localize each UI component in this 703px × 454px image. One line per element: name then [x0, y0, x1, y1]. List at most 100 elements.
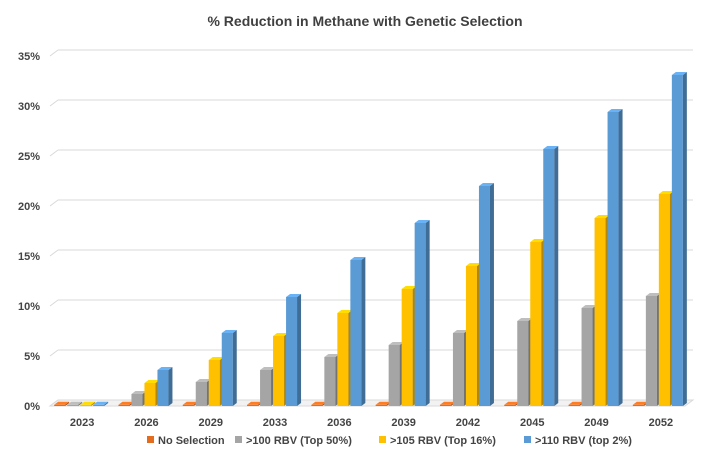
bar-2049-series-1 — [581, 305, 597, 406]
bar-side — [65, 401, 70, 406]
legend-item-1: >100 RBV (Top 50%) — [235, 435, 352, 447]
bar-top — [350, 257, 366, 260]
bar-top — [182, 401, 198, 405]
legend-label: No Selection — [158, 435, 225, 447]
x-tick-label: 2049 — [584, 417, 608, 429]
bar-top — [594, 215, 610, 218]
bar-front — [311, 404, 323, 406]
bar-top — [632, 401, 648, 405]
bar-front — [478, 186, 490, 406]
y-tick-label: 10% — [18, 301, 40, 313]
bar-top — [543, 146, 559, 149]
bar-side — [361, 257, 366, 406]
bar-side — [682, 72, 687, 406]
bar-top — [54, 401, 70, 405]
bars — [54, 72, 687, 406]
bar-2039-series-1 — [388, 342, 404, 406]
bar-2042-series-2 — [465, 263, 481, 406]
bar-front — [324, 357, 336, 406]
x-tick-label: 2045 — [520, 417, 544, 429]
bar-side — [425, 220, 430, 406]
bar-side — [554, 146, 559, 406]
bar-2029-series-1 — [195, 379, 211, 406]
gridline-depth-6 — [49, 99, 59, 107]
bar-top — [401, 286, 417, 289]
y-tick-label: 0% — [24, 401, 40, 413]
x-tick-label: 2026 — [134, 417, 158, 429]
bar-front — [182, 404, 194, 406]
bar-2026-series-3 — [157, 367, 173, 406]
gridline-depth-7 — [49, 49, 59, 57]
gridlines — [49, 49, 693, 407]
bar-front — [157, 370, 169, 406]
bar-front — [401, 289, 413, 406]
x-tick-label: 2042 — [456, 417, 480, 429]
gridline-depth-1 — [49, 349, 59, 357]
bar-front — [594, 218, 606, 406]
bar-front — [517, 321, 529, 406]
bar-2023-series-3 — [93, 401, 109, 406]
bar-top — [144, 380, 160, 383]
bar-top — [118, 401, 134, 405]
bar-top — [208, 357, 224, 360]
bar-2036-series-1 — [324, 354, 340, 406]
bar-front — [208, 360, 220, 406]
bar-front — [671, 75, 683, 406]
bar-top — [157, 367, 173, 370]
y-tick-label: 5% — [24, 351, 40, 363]
bar-front — [388, 345, 400, 406]
legend-item-0: No Selection — [147, 435, 225, 447]
bar-top — [311, 401, 327, 405]
bar-front — [632, 404, 644, 406]
bar-2052-series-1 — [645, 293, 661, 406]
legend-item-2: >105 RBV (Top 16%) — [379, 435, 496, 447]
legend-swatch — [147, 436, 154, 443]
x-tick-label: 2023 — [70, 417, 94, 429]
bar-2045-series-3 — [543, 146, 559, 406]
chart-title: % Reduction in Methane with Genetic Sele… — [207, 13, 522, 29]
bar-front — [658, 194, 670, 406]
bar-top — [478, 183, 494, 186]
y-axis-ticks: 0% 5% 10% 15% 20% 25% 30% 35% — [18, 51, 40, 413]
bar-front — [452, 333, 464, 406]
x-tick-label: 2036 — [327, 417, 351, 429]
bar-front — [118, 404, 130, 406]
bar-side — [168, 367, 173, 406]
bar-2033-series-1 — [260, 367, 276, 406]
bar-top — [80, 401, 96, 405]
y-tick-label: 35% — [18, 51, 40, 63]
bar-front — [607, 112, 619, 406]
bar-2049-series-2 — [594, 215, 610, 406]
bar-front — [54, 404, 66, 406]
bar-top — [671, 72, 687, 75]
bar-front — [375, 404, 387, 406]
bar-front — [221, 333, 233, 406]
bar-front — [131, 394, 143, 406]
bar-front — [286, 297, 298, 406]
y-tick-label: 20% — [18, 201, 40, 213]
bar-front — [568, 404, 580, 406]
bar-top — [568, 401, 584, 405]
bar-top — [645, 293, 661, 296]
y-tick-label: 25% — [18, 151, 40, 163]
bar-top — [414, 220, 430, 223]
bar-top — [465, 263, 481, 266]
legend-label: >100 RBV (Top 50%) — [246, 435, 352, 447]
bar-2026-series-2 — [144, 380, 160, 406]
bar-top — [388, 342, 404, 345]
bar-2026-series-1 — [131, 391, 147, 406]
bar-front — [80, 404, 92, 406]
bar-top — [247, 401, 263, 405]
gridline-depth-4 — [49, 199, 59, 207]
bar-front — [67, 404, 79, 406]
legend: No Selection >100 RBV (Top 50%) >105 RBV (… — [147, 435, 632, 447]
x-axis-ticks: 2023 2026 2029 2033 2036 2039 2042 2045 2049 2052 — [70, 417, 673, 429]
bar-2036-series-3 — [350, 257, 366, 406]
bar-top — [221, 330, 237, 333]
bar-2033-series-2 — [273, 333, 289, 406]
bar-front — [504, 404, 516, 406]
bar-top — [504, 401, 520, 405]
legend-label: >105 RBV (Top 16%) — [390, 435, 496, 447]
